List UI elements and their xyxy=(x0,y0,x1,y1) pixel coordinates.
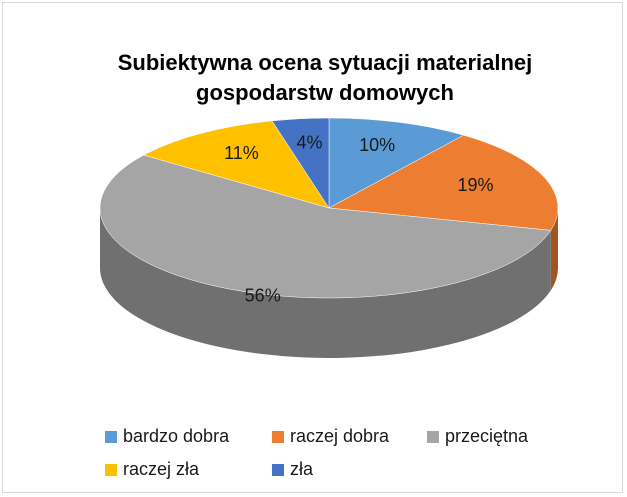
pie-slice xyxy=(328,117,465,209)
data-label: 56% xyxy=(245,285,281,305)
pie-side xyxy=(100,208,551,358)
pie-slice xyxy=(328,134,559,231)
legend-swatch xyxy=(272,431,284,443)
legend-swatch xyxy=(105,431,117,443)
data-label: 4% xyxy=(296,132,322,152)
data-label: 19% xyxy=(457,175,493,195)
data-label: 11% xyxy=(224,143,259,163)
legend-swatch xyxy=(105,464,117,476)
pie-slice xyxy=(99,154,552,299)
legend-swatch xyxy=(427,431,439,443)
chart-frame xyxy=(2,2,623,493)
pie-side xyxy=(550,208,558,291)
legend-label: zła xyxy=(290,459,314,479)
legend-label: bardzo dobra xyxy=(123,426,230,446)
legend-label: raczej zła xyxy=(123,459,200,479)
chart-title: Subiektywna ocena sytuacji materialnej g… xyxy=(117,50,533,105)
legend-label: raczej dobra xyxy=(290,426,390,446)
legend-swatch xyxy=(272,464,284,476)
pie-slice xyxy=(143,120,330,209)
pie-slice xyxy=(271,117,330,209)
data-label: 10% xyxy=(359,135,395,155)
legend-label: przeciętna xyxy=(445,426,529,446)
